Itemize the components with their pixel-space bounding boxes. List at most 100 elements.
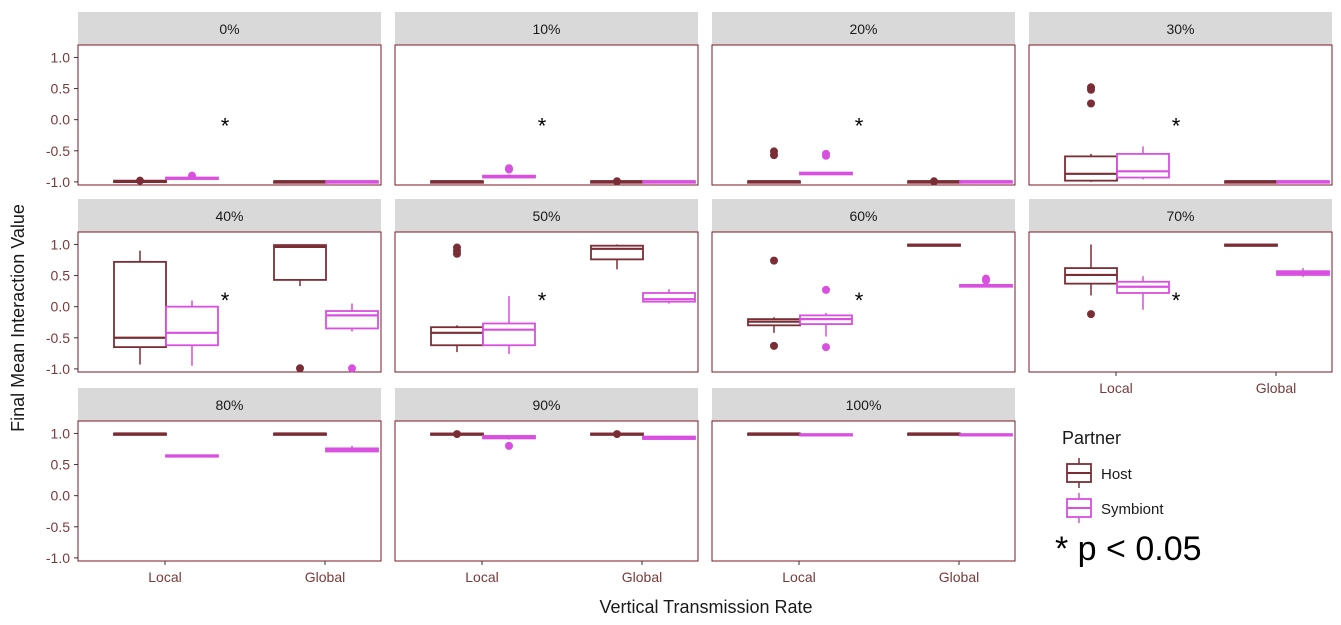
significance-star: * — [538, 288, 547, 313]
box-symbiont-global — [325, 180, 379, 184]
box-outlier — [930, 177, 938, 186]
facet-plot-area — [394, 44, 699, 186]
significance-star: * — [221, 114, 230, 139]
box-outlier — [348, 364, 356, 373]
box-iqr — [113, 260, 167, 349]
box-host-global — [907, 243, 961, 247]
box-host-local — [747, 432, 801, 436]
box-symbiont-local — [482, 296, 536, 354]
x-tick-label: Global — [1256, 380, 1296, 396]
facet-plot-area — [711, 420, 1016, 562]
facet-panel: 20% * — [711, 12, 1016, 186]
box-outlier — [770, 341, 778, 350]
x-tick-label: Local — [1099, 380, 1132, 396]
facet-plot-area — [711, 231, 1016, 373]
box-symbiont-global — [642, 435, 696, 440]
panels-layer: 0%*1.00.50.0-0.5-1.010%*20%*30%*40%*1.00… — [46, 12, 1333, 585]
box-host-global — [273, 432, 327, 436]
y-tick-label: 1.0 — [51, 49, 71, 65]
x-tick-label: Local — [782, 569, 815, 585]
y-tick-label: -1.0 — [46, 550, 70, 566]
box-host-global — [273, 244, 327, 373]
x-tick-label: Local — [148, 569, 181, 585]
facet-panel: 30% * — [1028, 12, 1333, 186]
facet-panel: 100% Local Global — [711, 388, 1016, 585]
box-symbiont-local — [1116, 276, 1170, 310]
y-tick-label: 0.0 — [51, 112, 71, 128]
y-tick-label: -0.5 — [46, 143, 70, 159]
x-tick-label: Global — [305, 569, 345, 585]
box-outlier — [822, 285, 830, 294]
facet-strip-label: 10% — [532, 21, 560, 37]
legend-label: Host — [1101, 466, 1133, 483]
facet-panel: 0% * 1.0 0.5 0.0 -0.5 -1.0 — [46, 12, 382, 190]
facet-strip-label: 30% — [1166, 21, 1194, 37]
box-host-global — [590, 430, 644, 439]
box-iqr — [1064, 155, 1118, 182]
legend: Partner Host Symbiont — [1062, 428, 1164, 523]
box-symbiont-local — [799, 285, 853, 352]
facet-panel: 50% * — [394, 199, 699, 373]
facet-panel: 10% * — [394, 12, 699, 186]
facet-strip — [712, 388, 1015, 421]
legend-entry-host: Host — [1066, 458, 1133, 488]
box-host-local — [747, 147, 801, 184]
box-host-global — [907, 432, 961, 436]
box-symbiont-global — [325, 445, 379, 453]
box-outlier — [1087, 85, 1095, 94]
box-outlier — [453, 249, 461, 258]
significance-star: * — [855, 288, 864, 313]
facet-panel: 70% * Local Global — [1028, 199, 1333, 396]
box-symbiont-local — [1116, 146, 1170, 180]
box-host-local — [430, 180, 484, 184]
legend-label: Symbiont — [1101, 501, 1164, 518]
y-tick-label: 0.5 — [51, 268, 71, 284]
box-host-local — [113, 176, 167, 185]
facet-panel: 80% 1.0 0.5 0.0 -0.5 -1.0 Local Global — [46, 388, 382, 585]
facet-strip-label: 100% — [846, 397, 882, 413]
box-iqr — [430, 326, 484, 347]
box-symbiont-global — [642, 180, 696, 184]
facet-strip — [78, 388, 381, 421]
facet-strip — [1029, 199, 1332, 232]
y-tick-label: -0.5 — [46, 519, 70, 535]
x-tick-label: Global — [622, 569, 662, 585]
box-symbiont-global — [325, 303, 379, 373]
significance-star: * — [221, 288, 230, 313]
facet-strip — [395, 199, 698, 232]
box-outlier — [613, 177, 621, 186]
y-tick-label: 1.0 — [51, 425, 71, 441]
box-symbiont-local — [165, 171, 219, 180]
legend-entry-symbiont: Symbiont — [1066, 493, 1164, 523]
legend-title: Partner — [1062, 428, 1121, 448]
facet-strip-label: 0% — [219, 21, 239, 37]
facet-strip — [78, 12, 381, 45]
y-tick-label: -1.0 — [46, 174, 70, 190]
facet-strip — [395, 12, 698, 45]
y-tick-label: 0.5 — [51, 457, 71, 473]
facet-strip — [78, 199, 381, 232]
box-iqr — [1116, 152, 1170, 179]
y-tick-label: 0.5 — [51, 81, 71, 97]
box-outlier — [188, 171, 196, 180]
box-outlier — [822, 151, 830, 160]
box-host-local — [430, 243, 484, 353]
facet-strip-label: 80% — [215, 397, 243, 413]
significance-star: * — [1172, 114, 1181, 139]
box-symbiont-global — [959, 433, 1013, 437]
facet-plot-area — [1028, 231, 1333, 373]
box-symbiont-global — [959, 274, 1013, 288]
box-outlier — [770, 256, 778, 265]
box-iqr — [273, 244, 327, 281]
facet-plot-area — [711, 44, 1016, 186]
box-outlier — [982, 276, 990, 285]
facet-plot-area — [77, 420, 382, 562]
y-tick-label: -0.5 — [46, 330, 70, 346]
facet-strip — [712, 12, 1015, 45]
y-tick-label: 1.0 — [51, 236, 71, 252]
box-outlier — [505, 165, 513, 174]
box-host-global — [1224, 243, 1278, 247]
box-symbiont-global — [1276, 268, 1330, 277]
facet-strip-label: 40% — [215, 208, 243, 224]
facet-strip-label: 20% — [849, 21, 877, 37]
